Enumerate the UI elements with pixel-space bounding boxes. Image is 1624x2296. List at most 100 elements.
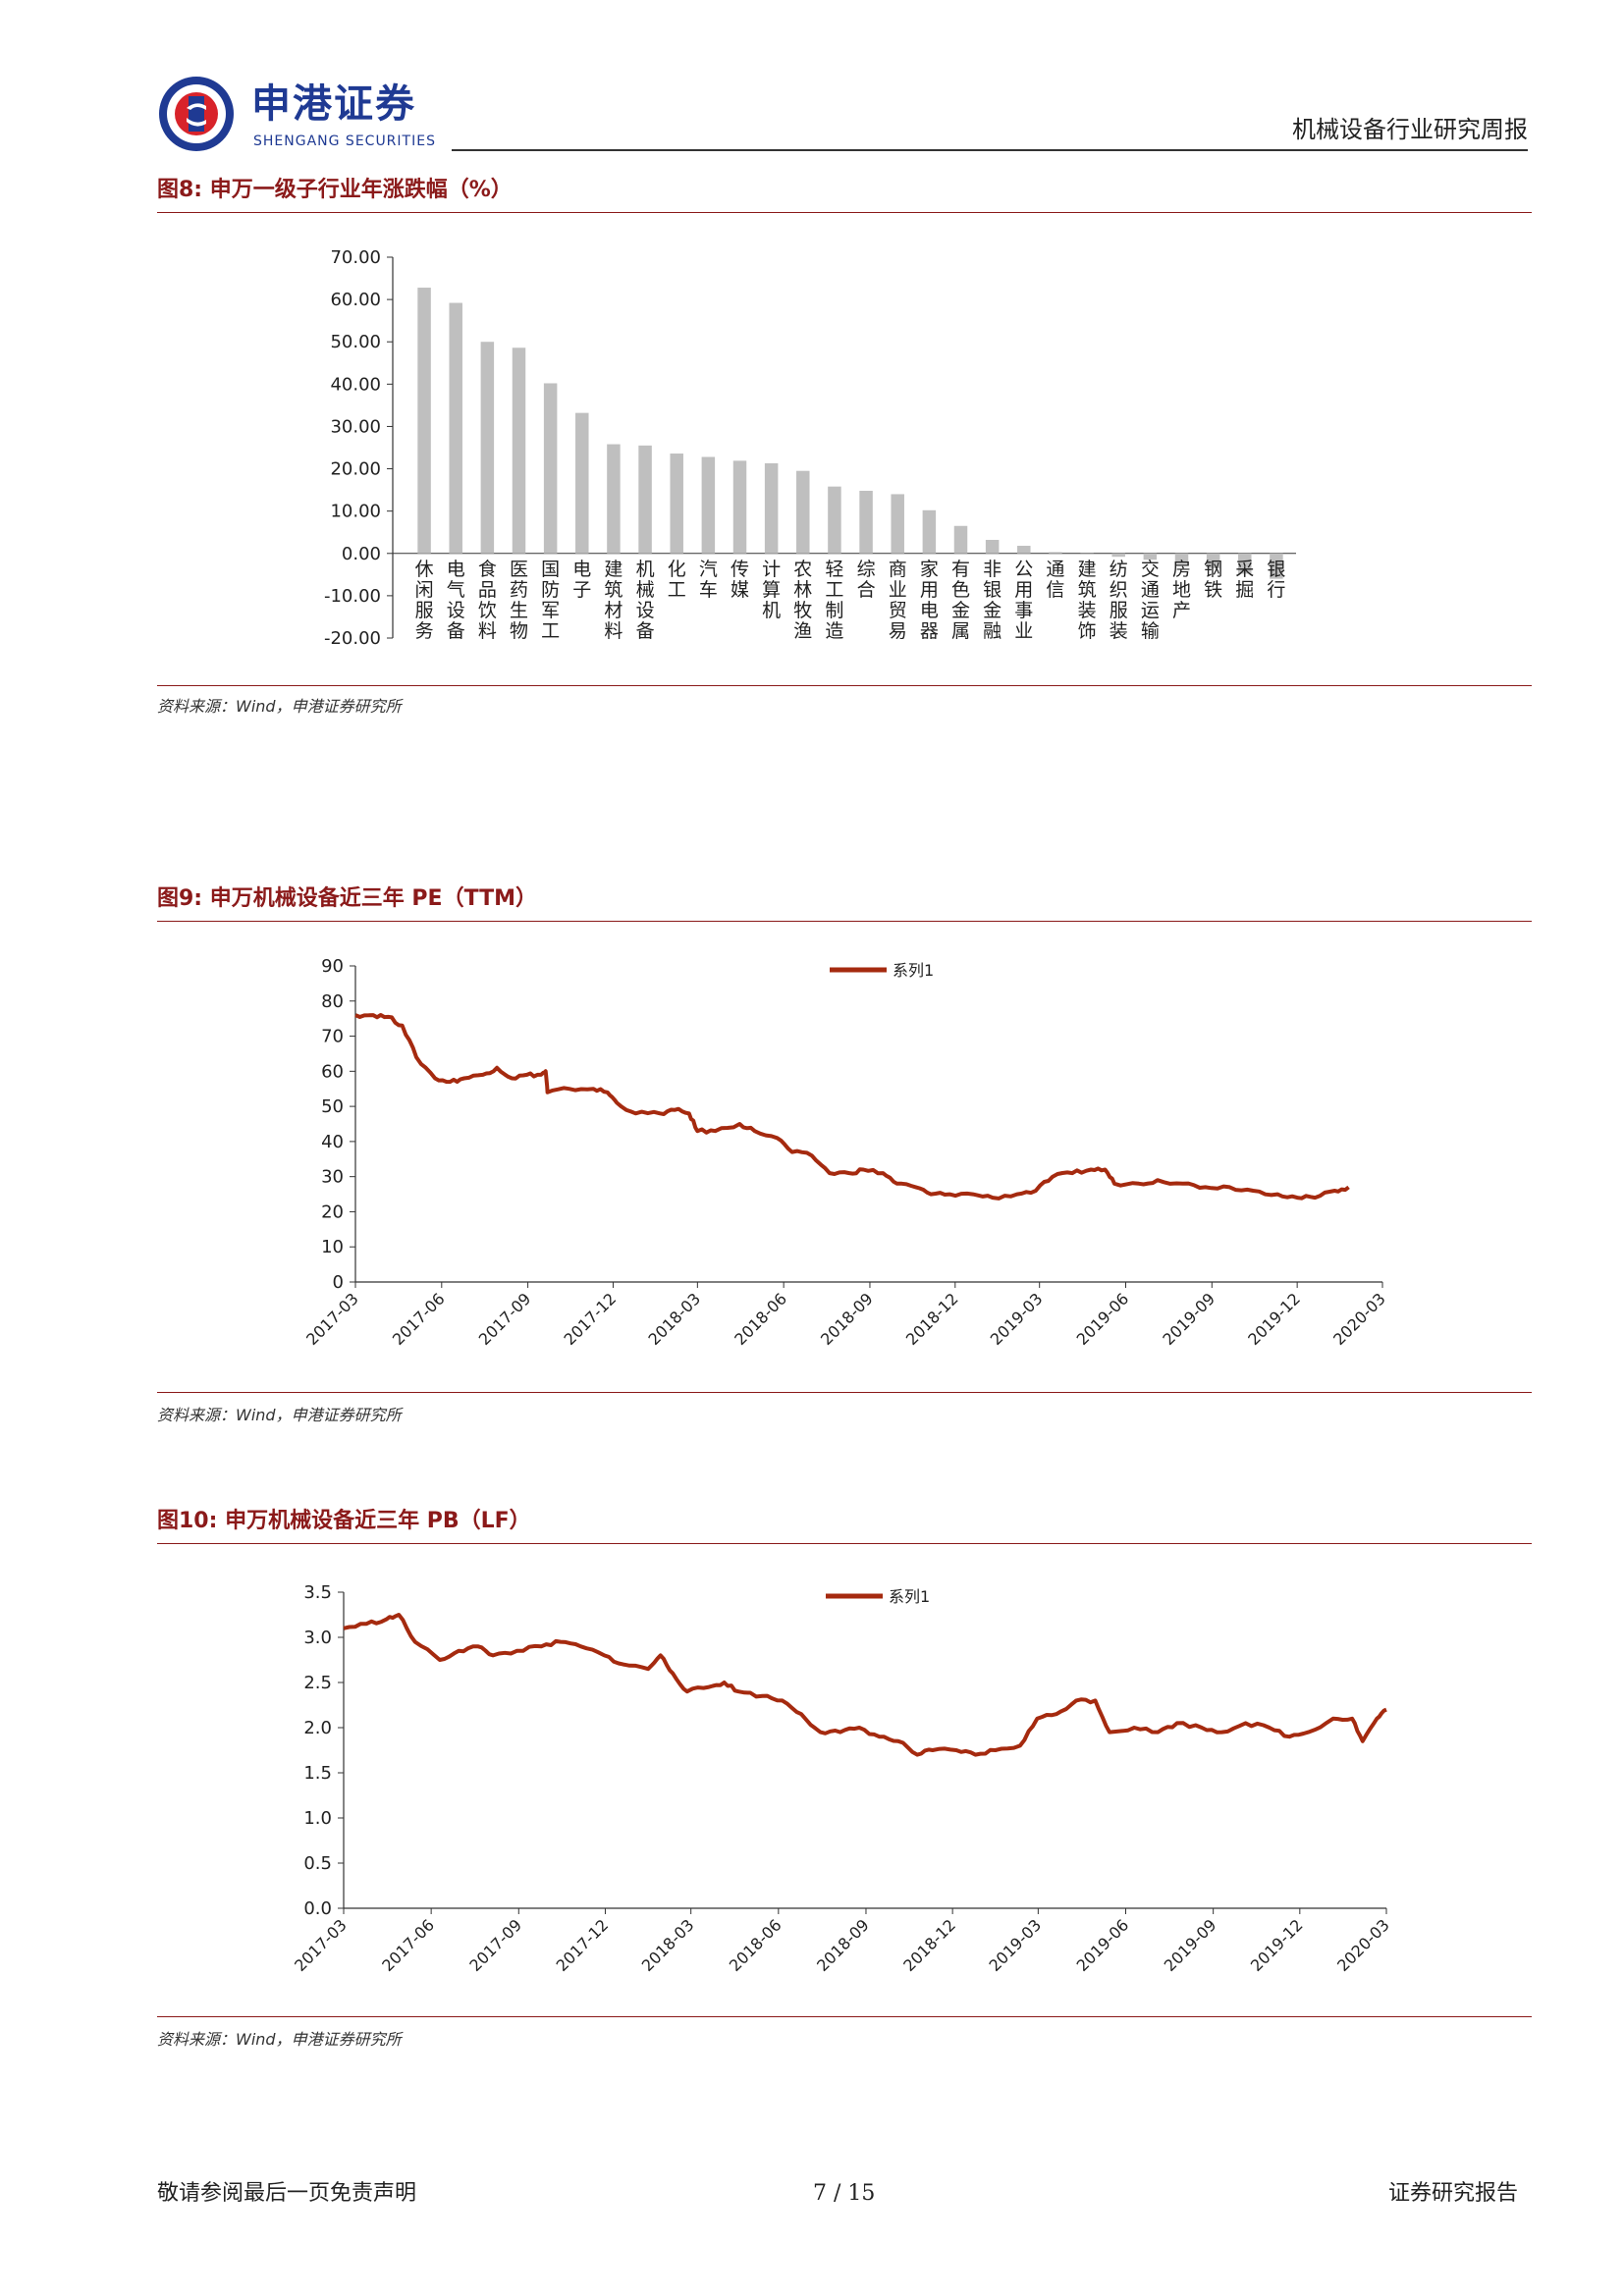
x-tick-label: 2018-12 <box>902 1289 962 1349</box>
y-tick-label: 10 <box>321 1237 344 1257</box>
footer-disclaimer: 敬请参阅最后一页免责声明 <box>157 2181 417 2206</box>
x-tick-label: 2017-03 <box>302 1289 362 1349</box>
x-category-label: 通信 <box>1046 559 1064 601</box>
bar-4 <box>543 383 558 554</box>
bar-15 <box>891 494 904 554</box>
bar-24 <box>1174 553 1189 564</box>
figure-8-bar-chart: 70.00 60.00 50.00 40.00 30.00 20.00 10.00 0.00 -… <box>324 247 1296 649</box>
x-category-label: 钢铁 <box>1204 559 1222 601</box>
x-category-label: 交通运输 <box>1141 559 1160 642</box>
x-tick-label: 2020-03 <box>1329 1289 1389 1349</box>
y-tick-label: 50 <box>321 1096 344 1117</box>
y-tick-label: 20 <box>321 1201 344 1222</box>
x-category-label: 银行 <box>1267 559 1285 601</box>
x-category-label: 国防军工 <box>541 559 560 642</box>
figure-9-source: 资料来源：Wind，申港证券研究所 <box>157 1406 402 1424</box>
y-tick-label: 40 <box>321 1132 344 1152</box>
y-tick-label: 1.0 <box>303 1808 332 1829</box>
footer-report-type: 证券研究报告 <box>1388 2181 1519 2206</box>
x-category-label: 房地产 <box>1172 559 1191 621</box>
x-category-label: 计算机 <box>762 559 781 621</box>
y-tick-label: 2.0 <box>303 1718 332 1738</box>
bar-14 <box>859 490 873 554</box>
y-tick-label: 0.00 <box>342 544 381 564</box>
x-category-label: 食品饮料 <box>478 559 497 642</box>
figure-10-top-rule <box>157 1543 1532 1544</box>
figure-9-title: 图9: 申万机械设备近三年 PE（TTM） <box>157 886 537 911</box>
x-category-label: 化工 <box>668 559 686 601</box>
y-tick-label: 80 <box>321 991 344 1012</box>
x-tick-label: 2019-03 <box>985 1915 1045 1975</box>
bar-5 <box>575 412 589 554</box>
y-tick-label: 30 <box>321 1167 344 1188</box>
x-category-label: 电子 <box>572 559 591 601</box>
x-tick-label: 2017-06 <box>378 1915 438 1975</box>
bar-2 <box>480 342 495 554</box>
figure-8-source: 资料来源：Wind，申港证券研究所 <box>157 697 402 716</box>
y-tick-label: -10.00 <box>324 586 381 607</box>
y-tick-label: 3.0 <box>303 1628 332 1648</box>
bar-20 <box>1049 552 1062 554</box>
x-category-label: 休闲服务 <box>415 559 434 642</box>
figure-8-title: 图8: 申万一级子行业年涨跌幅（%） <box>157 178 513 202</box>
series-line <box>354 1013 1350 1201</box>
x-tick-label: 2019-06 <box>1073 1915 1133 1975</box>
x-tick-label: 2019-09 <box>1159 1289 1218 1349</box>
x-tick-label: 2019-12 <box>1244 1289 1304 1349</box>
x-tick-label: 2019-03 <box>987 1289 1047 1349</box>
legend-label: 系列1 <box>889 1587 930 1606</box>
y-tick-label: 30.00 <box>330 416 381 437</box>
bar-0 <box>417 288 431 554</box>
bar-19 <box>1017 546 1031 554</box>
bar-8 <box>670 454 683 554</box>
figure-9-top-rule <box>157 921 1532 922</box>
x-category-label: 商业贸易 <box>889 559 907 642</box>
y-tick-label: 70.00 <box>330 247 381 268</box>
x-tick-label: 2019-06 <box>1073 1289 1133 1349</box>
bar-13 <box>828 486 841 554</box>
y-tick-label: -20.00 <box>324 628 381 649</box>
figure-9-bottom-rule <box>157 1392 1532 1393</box>
x-tick-label: 2017-09 <box>475 1289 535 1349</box>
x-category-label: 医药生物 <box>510 559 528 642</box>
y-tick-label: 60 <box>321 1061 344 1082</box>
figure-10-bottom-rule <box>157 2016 1532 2017</box>
figure-10-source: 资料来源：Wind，申港证券研究所 <box>157 2030 402 2049</box>
y-tick-label: 0.0 <box>303 1898 332 1919</box>
x-category-label: 建筑材料 <box>604 559 623 642</box>
x-tick-label: 2018-03 <box>644 1289 704 1349</box>
bar-10 <box>732 460 747 554</box>
x-tick-label: 2020-03 <box>1333 1915 1393 1975</box>
bar-7 <box>638 445 652 554</box>
bar-1 <box>449 302 462 554</box>
x-category-label: 电气设备 <box>447 559 465 642</box>
y-tick-label: 10.00 <box>330 502 381 522</box>
bar-11 <box>764 462 779 554</box>
bar-21 <box>1080 553 1094 555</box>
x-category-label: 综合 <box>857 559 876 601</box>
x-tick-label: 2019-12 <box>1247 1915 1307 1975</box>
x-tick-label: 2017-09 <box>465 1915 525 1975</box>
x-tick-label: 2018-03 <box>638 1915 698 1975</box>
x-tick-label: 2018-09 <box>817 1289 877 1349</box>
x-category-label: 有色金属 <box>951 559 970 642</box>
bar-22 <box>1111 553 1125 558</box>
x-category-label: 汽车 <box>699 559 718 601</box>
bar-6 <box>607 444 621 554</box>
x-tick-label: 2018-12 <box>899 1915 959 1975</box>
y-tick-label: 3.5 <box>303 1582 332 1603</box>
bar-16 <box>922 509 937 554</box>
bar-18 <box>985 539 1000 554</box>
y-tick-label: 70 <box>321 1027 344 1047</box>
x-tick-label: 2017-12 <box>561 1289 621 1349</box>
brand-name-cn: 申港证券 <box>251 81 416 127</box>
report-title: 机械设备行业研究周报 <box>1292 116 1528 143</box>
x-tick-label: 2018-06 <box>731 1289 790 1349</box>
bar-3 <box>512 347 526 554</box>
x-category-label: 家用电器 <box>920 559 939 642</box>
y-tick-label: 0 <box>333 1272 344 1293</box>
y-tick-label: 50.00 <box>330 332 381 352</box>
bar-25 <box>1206 553 1220 568</box>
